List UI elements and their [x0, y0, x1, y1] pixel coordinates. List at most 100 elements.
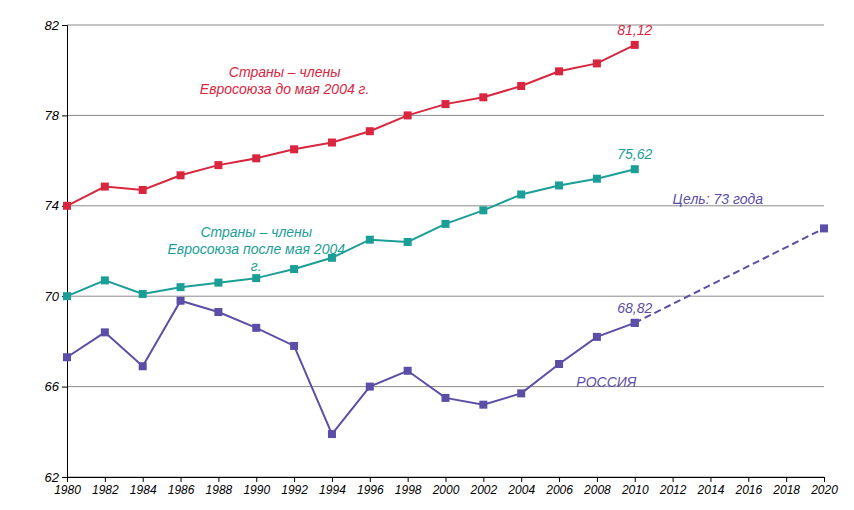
plot-area	[63, 41, 828, 438]
x-tick-label: 2006	[545, 483, 573, 497]
series-marker	[63, 202, 71, 210]
series-marker	[290, 265, 298, 273]
series-line	[635, 228, 824, 322]
x-tick: 2000	[432, 477, 460, 497]
x-tick-mark	[673, 477, 674, 482]
x-tick: 2006	[545, 477, 573, 497]
series-marker	[631, 319, 639, 327]
series-name-line: Страны – члены	[200, 224, 312, 240]
series-marker	[442, 220, 450, 228]
series-marker	[214, 308, 222, 316]
series-marker	[328, 139, 336, 147]
series-marker	[101, 276, 109, 284]
x-tick: 2002	[469, 477, 497, 497]
series-marker	[820, 224, 828, 232]
x-tick: 2016	[734, 477, 762, 497]
data-label: 75,62	[617, 146, 652, 162]
x-tick-mark	[370, 477, 371, 482]
y-tick-label: 82	[45, 18, 60, 33]
x-tick: 1998	[395, 477, 422, 497]
series-marker	[252, 324, 260, 332]
x-tick-label: 2014	[697, 483, 725, 497]
series-marker	[631, 319, 639, 327]
series-name-line: Страны – члены	[229, 64, 341, 80]
x-tick-label: 1996	[357, 483, 384, 497]
x-tick-label: 1992	[281, 483, 308, 497]
series-name-line: Евросоюза до мая 2004 г.	[200, 81, 370, 97]
series-marker	[101, 183, 109, 191]
x-tick-mark	[597, 477, 598, 482]
series-marker	[366, 236, 374, 244]
x-tick: 1994	[319, 477, 346, 497]
series-marker	[479, 401, 487, 409]
series-name: Страны – членыЕвросоюза до мая 2004 г.	[200, 64, 370, 97]
x-tick-mark	[143, 477, 144, 482]
series-marker	[214, 161, 222, 169]
series-marker	[593, 333, 601, 341]
y-tick: 66	[45, 379, 67, 394]
series-marker	[328, 430, 336, 438]
y-tick-mark	[62, 115, 67, 116]
x-tick-label: 1988	[206, 483, 233, 497]
x-tick-mark	[521, 477, 522, 482]
x-tick: 2014	[697, 477, 725, 497]
series-name: РОССИЯ	[576, 374, 636, 390]
x-axis: 1980198219841986198819901992199419961998…	[54, 477, 838, 497]
x-tick: 1988	[206, 477, 233, 497]
series-marker	[366, 383, 374, 391]
series-name-line: Цель: 73 года	[673, 191, 764, 207]
y-tick-mark	[62, 25, 67, 26]
x-tick-mark	[181, 477, 182, 482]
series-marker	[517, 191, 525, 199]
x-tick-mark	[483, 477, 484, 482]
x-tick-mark	[824, 477, 825, 482]
series-marker	[63, 292, 71, 300]
series-marker	[177, 171, 185, 179]
series-marker	[101, 328, 109, 336]
x-tick-label: 2010	[621, 483, 649, 497]
x-tick-label: 2004	[507, 483, 535, 497]
grid-line	[67, 296, 824, 297]
series-marker	[631, 41, 639, 49]
x-tick-label: 1998	[395, 483, 422, 497]
y-tick-label: 78	[45, 108, 60, 123]
series-marker	[214, 279, 222, 287]
x-tick-label: 1986	[168, 483, 195, 497]
series-marker	[63, 353, 71, 361]
x-tick-label: 2016	[734, 483, 762, 497]
series-marker	[555, 360, 563, 368]
x-axis-line	[68, 478, 825, 483]
x-tick-label: 2020	[810, 483, 838, 497]
x-tick-label: 2018	[772, 483, 800, 497]
x-tick-mark	[748, 477, 749, 482]
x-tick-mark	[218, 477, 219, 482]
x-tick-mark	[786, 477, 787, 482]
y-tick: 82	[45, 18, 67, 33]
series-marker	[290, 342, 298, 350]
x-tick: 2020	[810, 477, 838, 497]
y-axis: 626670747882	[45, 18, 68, 485]
x-tick-mark	[408, 477, 409, 482]
x-tick-mark	[67, 477, 68, 482]
chart: 6266707478821980198219841986198819901992…	[0, 0, 854, 510]
series-marker	[479, 93, 487, 101]
series-marker	[404, 111, 412, 119]
y-tick-label: 70	[45, 289, 60, 304]
x-tick-label: 2012	[659, 483, 687, 497]
x-tick-label: 1984	[130, 483, 157, 497]
x-tick-label: 2008	[583, 483, 611, 497]
x-tick: 2018	[772, 477, 800, 497]
series-marker	[139, 186, 147, 194]
series-marker	[404, 238, 412, 246]
series-name-line: г.	[251, 258, 262, 274]
x-tick: 1990	[243, 477, 270, 497]
x-tick: 1992	[281, 477, 308, 497]
series-line	[67, 301, 635, 434]
y-axis-line	[62, 26, 68, 478]
x-tick: 1982	[92, 477, 119, 497]
x-tick-mark	[559, 477, 560, 482]
series-name-line: РОССИЯ	[576, 374, 636, 390]
data-label: 68,82	[617, 300, 652, 316]
y-tick-mark	[62, 477, 67, 478]
series-marker	[290, 145, 298, 153]
